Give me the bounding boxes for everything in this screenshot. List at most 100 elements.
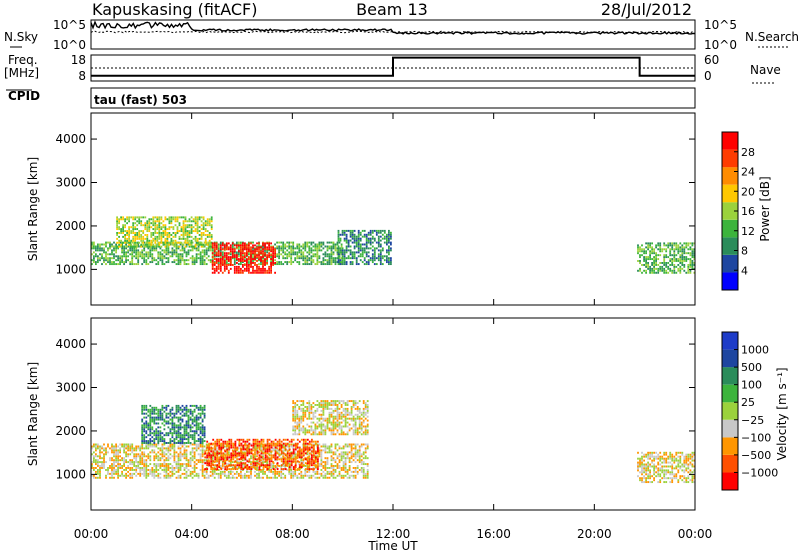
heatmap-cell — [213, 267, 216, 270]
heatmap-cell — [206, 454, 209, 457]
y-tick-label: 4000 — [55, 132, 86, 146]
heatmap-cell — [258, 456, 261, 459]
heatmap-cell — [187, 259, 190, 262]
heatmap-cell — [164, 232, 167, 234]
heatmap-cell — [308, 263, 311, 266]
heatmap-cell — [130, 239, 133, 242]
heatmap-cell — [663, 264, 666, 266]
heatmap-cell — [155, 470, 158, 473]
heatmap-cell — [687, 271, 690, 274]
heatmap-cell — [177, 434, 180, 437]
heatmap-cell — [204, 456, 207, 459]
heatmap-cell — [280, 241, 283, 244]
heatmap-cell — [312, 241, 315, 244]
heatmap-cell — [645, 252, 647, 255]
heatmap-cell — [308, 474, 311, 477]
heatmap-cell — [150, 232, 153, 234]
heatmap-cell — [189, 426, 192, 429]
heatmap-cell — [167, 241, 170, 244]
heatmap-cell — [693, 254, 695, 257]
heatmap-cell — [227, 453, 230, 456]
heatmap-cell — [300, 251, 303, 254]
heatmap-cell — [151, 412, 154, 415]
heatmap-cell — [363, 247, 366, 250]
heatmap-cell — [244, 257, 246, 260]
heatmap-cell — [252, 446, 255, 449]
heatmap-cell — [105, 241, 107, 244]
heatmap-cell — [121, 247, 123, 250]
heatmap-cell — [308, 476, 311, 479]
heatmap-cell — [304, 257, 307, 260]
heatmap-cell — [156, 226, 159, 229]
heatmap-cell — [143, 436, 146, 439]
heatmap-cell — [159, 241, 162, 244]
heatmap-cell — [164, 230, 167, 233]
heatmap-cell — [125, 451, 127, 454]
heatmap-cell — [214, 452, 217, 455]
heatmap-cell — [298, 247, 301, 250]
heatmap-cell — [128, 234, 130, 236]
heatmap-cell — [681, 264, 684, 266]
heatmap-cell — [649, 256, 651, 259]
heatmap-cell — [278, 249, 280, 252]
heatmap-cell — [99, 457, 101, 460]
heatmap-cell — [161, 457, 164, 460]
noise-panel-frame — [90, 19, 696, 50]
heatmap-cell — [143, 245, 146, 248]
heatmap-cell — [270, 440, 273, 443]
heatmap-cell — [286, 469, 289, 471]
heatmap-cell — [193, 463, 196, 466]
heatmap-cell — [105, 476, 107, 479]
station-title: Kapuskasing (fitACF) — [92, 0, 257, 19]
heatmap-cell — [163, 241, 166, 244]
heatmap-cell — [120, 230, 122, 233]
heatmap-cell — [238, 267, 240, 270]
heatmap-cell — [332, 472, 335, 475]
heatmap-cell — [371, 245, 374, 248]
heatmap-cell — [264, 264, 266, 266]
heatmap-cell — [210, 216, 213, 219]
heatmap-cell — [330, 463, 333, 466]
heatmap-cell — [137, 251, 140, 254]
heatmap-cell — [213, 250, 216, 253]
heatmap-cell — [254, 474, 256, 477]
heatmap-cell — [183, 406, 186, 409]
heatmap-cell — [282, 449, 285, 452]
heatmap-cell — [201, 459, 204, 462]
heatmap-cell — [665, 264, 668, 266]
heatmap-cell — [220, 446, 223, 449]
heatmap-cell — [171, 467, 174, 469]
heatmap-cell — [182, 220, 185, 223]
heatmap-cell — [135, 445, 138, 448]
heatmap-cell — [183, 457, 186, 460]
heatmap-cell — [153, 408, 156, 411]
heatmap-cell — [211, 244, 214, 247]
heatmap-cell — [388, 229, 390, 232]
heatmap-cell — [95, 249, 97, 252]
heatmap-cell — [645, 246, 647, 249]
heatmap-cell — [162, 226, 165, 229]
heatmap-cell — [266, 242, 268, 245]
heatmap-cell — [290, 460, 293, 463]
heatmap-cell — [175, 259, 178, 262]
heatmap-cell — [361, 251, 364, 254]
heatmap-cell — [167, 467, 170, 469]
heatmap-cell — [661, 248, 664, 251]
heatmap-cell — [143, 434, 146, 437]
heatmap-cell — [158, 220, 161, 223]
heatmap-cell — [167, 253, 170, 256]
heatmap-cell — [659, 267, 662, 270]
heatmap-cell — [240, 472, 242, 475]
heatmap-cell — [357, 231, 360, 234]
heatmap-cell — [146, 239, 149, 242]
heatmap-cell — [148, 222, 151, 225]
heatmap-cell — [371, 237, 374, 240]
heatmap-cell — [137, 467, 140, 469]
heatmap-cell — [121, 257, 123, 260]
heatmap-cell — [99, 474, 101, 477]
heatmap-cell — [113, 261, 115, 264]
heatmap-cell — [134, 237, 137, 240]
heatmap-cell — [284, 453, 287, 456]
heatmap-cell — [296, 450, 299, 453]
heatmap-cell — [352, 443, 355, 446]
